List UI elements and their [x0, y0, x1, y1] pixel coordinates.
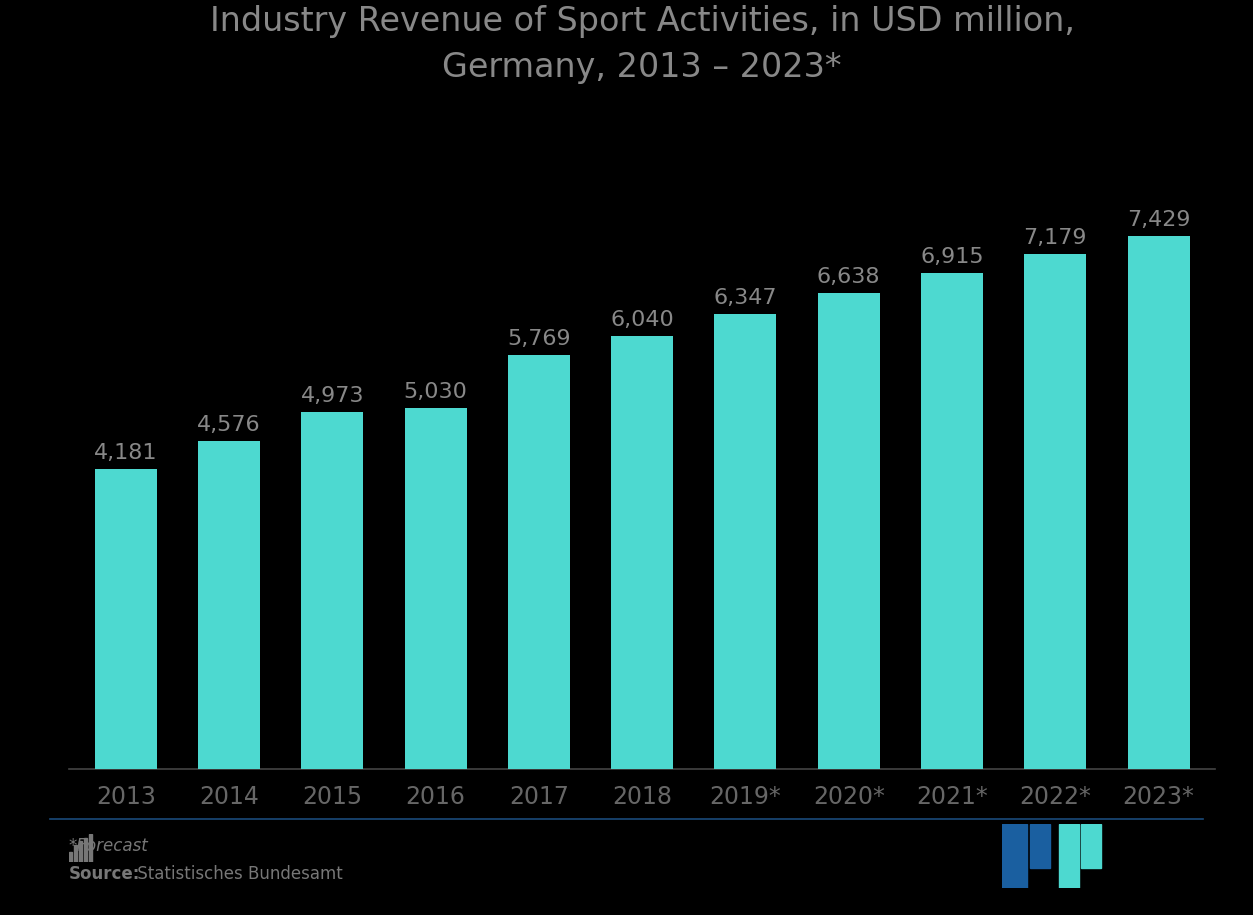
- Polygon shape: [1081, 824, 1101, 868]
- Text: 5,030: 5,030: [403, 382, 467, 403]
- Bar: [79, 842, 83, 862]
- Bar: [1024, 254, 1086, 769]
- Text: 6,347: 6,347: [714, 288, 777, 308]
- Bar: [198, 441, 259, 769]
- Text: 4,973: 4,973: [301, 386, 365, 406]
- Bar: [74, 845, 78, 862]
- Text: 6,040: 6,040: [610, 310, 674, 330]
- Bar: [301, 412, 363, 769]
- Title: Industry Revenue of Sport Activities, in USD million,
Germany, 2013 – 2023*: Industry Revenue of Sport Activities, in…: [209, 5, 1075, 84]
- Text: 6,638: 6,638: [817, 267, 881, 287]
- Bar: [405, 408, 466, 769]
- Bar: [84, 838, 88, 862]
- Bar: [69, 852, 73, 862]
- Bar: [95, 468, 157, 769]
- Text: 4,576: 4,576: [197, 414, 261, 435]
- Bar: [89, 834, 93, 862]
- Bar: [611, 336, 673, 769]
- Text: 7,179: 7,179: [1024, 228, 1088, 248]
- Bar: [507, 355, 570, 769]
- Text: 7,429: 7,429: [1126, 210, 1190, 231]
- Polygon shape: [1030, 824, 1050, 868]
- Polygon shape: [1059, 824, 1079, 888]
- Polygon shape: [1002, 824, 1027, 888]
- Text: Source:: Source:: [69, 865, 140, 883]
- Bar: [714, 314, 777, 769]
- Text: *Forecast: *Forecast: [69, 837, 149, 856]
- Bar: [1128, 236, 1189, 769]
- Bar: [921, 273, 984, 769]
- Text: Statistisches Bundesamt: Statistisches Bundesamt: [132, 865, 342, 883]
- Text: 5,769: 5,769: [507, 329, 570, 350]
- Text: 6,915: 6,915: [920, 247, 984, 267]
- Text: 4,181: 4,181: [94, 443, 158, 463]
- Bar: [818, 293, 880, 769]
